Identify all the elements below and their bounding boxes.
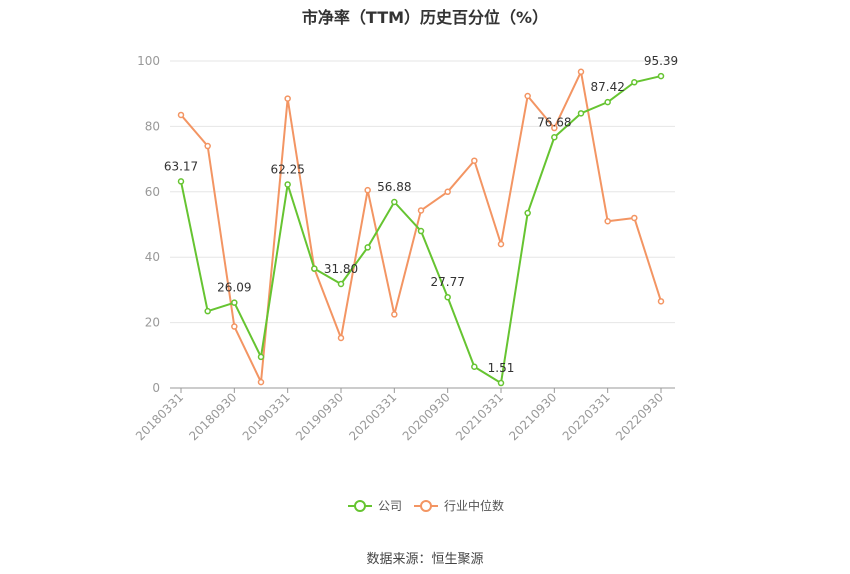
data-point: [657, 72, 665, 80]
data-point: [524, 209, 531, 217]
x-tick-label: 20200930: [400, 390, 453, 443]
y-tick-label: 100: [137, 54, 160, 68]
data-point: [631, 79, 638, 86]
y-tick-label: 20: [145, 316, 160, 330]
legend-item-label: 行业中位数: [444, 498, 504, 513]
data-point: [204, 142, 211, 150]
x-tick-label: 20220930: [613, 390, 666, 443]
chart-title: 市净率（TTM）历史百分位（%）: [301, 8, 549, 27]
x-tick-label: 20180930: [186, 390, 239, 443]
x-tick-label: 20190930: [293, 390, 346, 443]
data-point: [364, 244, 371, 251]
data-point: [604, 217, 611, 225]
data-point: [551, 134, 558, 141]
data-point: [657, 298, 665, 305]
data-point: [257, 378, 265, 386]
data-point: [551, 124, 558, 132]
data-point: [284, 181, 291, 188]
data-point: [391, 311, 398, 318]
data-point: [231, 299, 238, 306]
data-point: [577, 110, 585, 117]
legend-marker: [420, 500, 432, 512]
data-point: [391, 198, 398, 206]
x-tick-label: 20200331: [346, 390, 399, 443]
legend-marker: [354, 500, 366, 512]
data-point: [284, 95, 291, 102]
x-tick-label: 20210331: [453, 390, 506, 443]
data-point: [231, 323, 238, 330]
data-point: [337, 280, 345, 288]
data-label: 62.25: [270, 162, 304, 176]
data-point: [524, 92, 531, 100]
data-label: 87.42: [590, 80, 624, 94]
data-point: [417, 207, 425, 214]
data-point: [257, 353, 265, 361]
y-tick-label: 0: [152, 381, 160, 395]
data-label: 31.80: [324, 262, 358, 276]
y-tick-label: 80: [145, 119, 160, 133]
x-tick-label: 20210930: [506, 390, 559, 443]
data-point: [497, 379, 505, 387]
y-tick-label: 40: [145, 250, 160, 264]
data-point: [311, 265, 318, 272]
data-point: [631, 214, 638, 222]
data-point: [577, 68, 585, 76]
data-source: 数据来源：恒生聚源: [366, 552, 484, 567]
data-point: [204, 307, 211, 315]
x-tick-label: 20180331: [133, 390, 186, 443]
x-tick-label: 20220331: [560, 390, 613, 443]
data-point: [444, 293, 451, 301]
data-label: 56.88: [377, 180, 411, 194]
y-tick-label: 60: [145, 185, 160, 199]
data-point: [364, 186, 371, 194]
data-point: [471, 157, 478, 164]
data-point: [337, 334, 345, 342]
data-label: 27.77: [430, 275, 464, 289]
data-label: 1.51: [488, 361, 515, 375]
data-point: [177, 111, 185, 119]
data-point: [177, 178, 185, 185]
data-label: 95.39: [644, 54, 678, 68]
data-label: 26.09: [217, 281, 251, 295]
data-point: [471, 363, 478, 370]
data-point: [417, 227, 425, 235]
data-label: 76.68: [537, 115, 571, 129]
data-label: 63.17: [164, 159, 198, 173]
series-line-1: [180, 70, 662, 384]
legend-item-label: 公司: [378, 499, 402, 513]
data-point: [497, 240, 505, 248]
x-tick-label: 20190331: [240, 390, 293, 443]
data-point: [444, 188, 451, 196]
data-point: [604, 98, 611, 106]
